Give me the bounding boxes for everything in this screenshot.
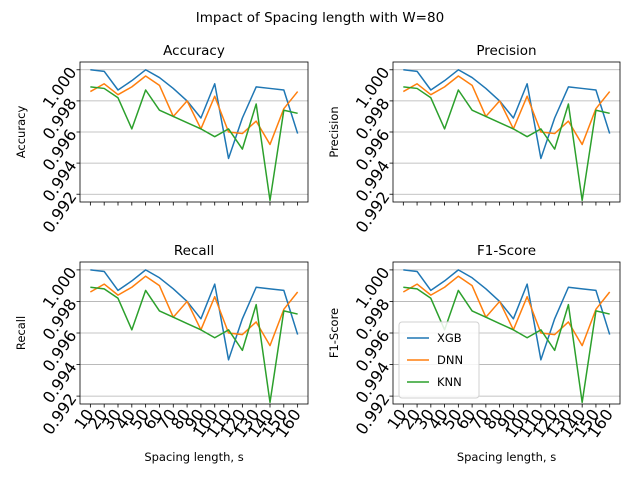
- precision-axes-frame: [392, 61, 621, 203]
- f1-score-title: F1-Score: [477, 243, 536, 259]
- f1-score-series-xgb-line: [403, 269, 611, 361]
- precision-ylabel: Precision: [327, 106, 341, 157]
- recall-axes-frame: [79, 261, 309, 405]
- recall-series-knn-line: [90, 286, 298, 404]
- legend-label-dnn: DNN: [437, 353, 463, 367]
- recall-ylabel: Recall: [14, 316, 28, 350]
- precision-series-xgb-line: [403, 69, 611, 160]
- accuracy-series-knn-line: [90, 86, 298, 202]
- panel-recall: 0.9920.9940.9960.9981.000102030405060708…: [14, 243, 309, 464]
- accuracy-series-dnn-line: [89, 75, 299, 146]
- f1-score-series-knn-line: [403, 286, 610, 404]
- recall-series-dnn-line: [89, 275, 299, 347]
- recall-xlabel: Spacing length, s: [144, 450, 243, 464]
- precision-series-dnn-line: [402, 75, 611, 146]
- legend-box: [398, 321, 480, 399]
- f1-score-legend: XGB DNN KNN: [398, 321, 480, 399]
- legend-label-knn: KNN: [437, 375, 462, 389]
- accuracy-title: Accuracy: [163, 43, 225, 59]
- f1-score-xlabel: Spacing length, s: [457, 450, 556, 464]
- accuracy-series-xgb-line: [90, 69, 299, 160]
- accuracy-ylabel: Accuracy: [14, 106, 28, 159]
- figure-suptitle: Impact of Spacing length with W=80: [196, 10, 444, 26]
- accuracy-axes-frame: [79, 61, 309, 203]
- f1-score-axes-frame: [392, 261, 621, 405]
- recall-series-xgb-line: [90, 269, 299, 361]
- f1-score-ylabel: F1-Score: [327, 308, 341, 358]
- precision-title: Precision: [476, 43, 536, 59]
- precision-series-knn-line: [403, 86, 610, 202]
- legend-label-xgb: XGB: [437, 331, 462, 345]
- recall-title: Recall: [174, 243, 214, 259]
- f1-score-series-dnn-line: [402, 275, 611, 347]
